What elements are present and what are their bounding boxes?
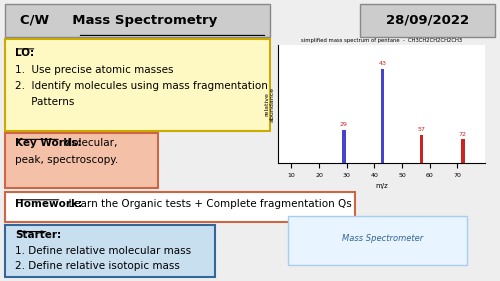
Text: 72: 72: [459, 132, 467, 137]
Text: C/W     Mass Spectrometry: C/W Mass Spectrometry: [20, 14, 217, 27]
Bar: [342, 130, 345, 163]
X-axis label: m/z: m/z: [375, 183, 388, 189]
Bar: [381, 69, 384, 163]
Text: Homework:: Homework:: [15, 199, 82, 209]
Bar: [461, 139, 464, 163]
Bar: [420, 135, 423, 163]
Text: 43: 43: [378, 61, 386, 66]
Title: simplified mass spectrum of pentane  -  CH3CH2CH2CH2CH3: simplified mass spectrum of pentane - CH…: [300, 38, 462, 43]
Text: Mass Spectrometer: Mass Spectrometer: [342, 234, 423, 243]
Text: 2.  Identify molecules using mass fragmentation: 2. Identify molecules using mass fragmen…: [15, 81, 268, 92]
Text: Starter:: Starter:: [15, 230, 61, 241]
FancyBboxPatch shape: [5, 133, 158, 188]
Text: 29: 29: [340, 122, 348, 127]
Bar: [288, 216, 467, 265]
Y-axis label: relative
abundance: relative abundance: [264, 87, 274, 121]
Text: Patterns: Patterns: [15, 97, 74, 107]
FancyBboxPatch shape: [5, 192, 355, 222]
Text: 28/09/2022: 28/09/2022: [386, 14, 469, 27]
FancyBboxPatch shape: [5, 225, 215, 277]
Text: Key Words:: Key Words:: [15, 138, 82, 148]
Text: 1.  Use precise atomic masses: 1. Use precise atomic masses: [15, 65, 173, 75]
Text: Molecular,: Molecular,: [60, 138, 118, 148]
FancyBboxPatch shape: [5, 4, 270, 37]
Text: peak, spectroscopy.: peak, spectroscopy.: [15, 155, 118, 165]
Text: 1. Define relative molecular mass: 1. Define relative molecular mass: [15, 246, 191, 256]
Text: 2. Define relative isotopic mass: 2. Define relative isotopic mass: [15, 261, 180, 271]
FancyBboxPatch shape: [360, 4, 495, 37]
Text: 57: 57: [418, 127, 426, 132]
Text: Learn the Organic tests + Complete fragmentation Qs: Learn the Organic tests + Complete fragm…: [62, 199, 351, 209]
Text: LO:: LO:: [15, 48, 34, 58]
FancyBboxPatch shape: [5, 39, 270, 131]
